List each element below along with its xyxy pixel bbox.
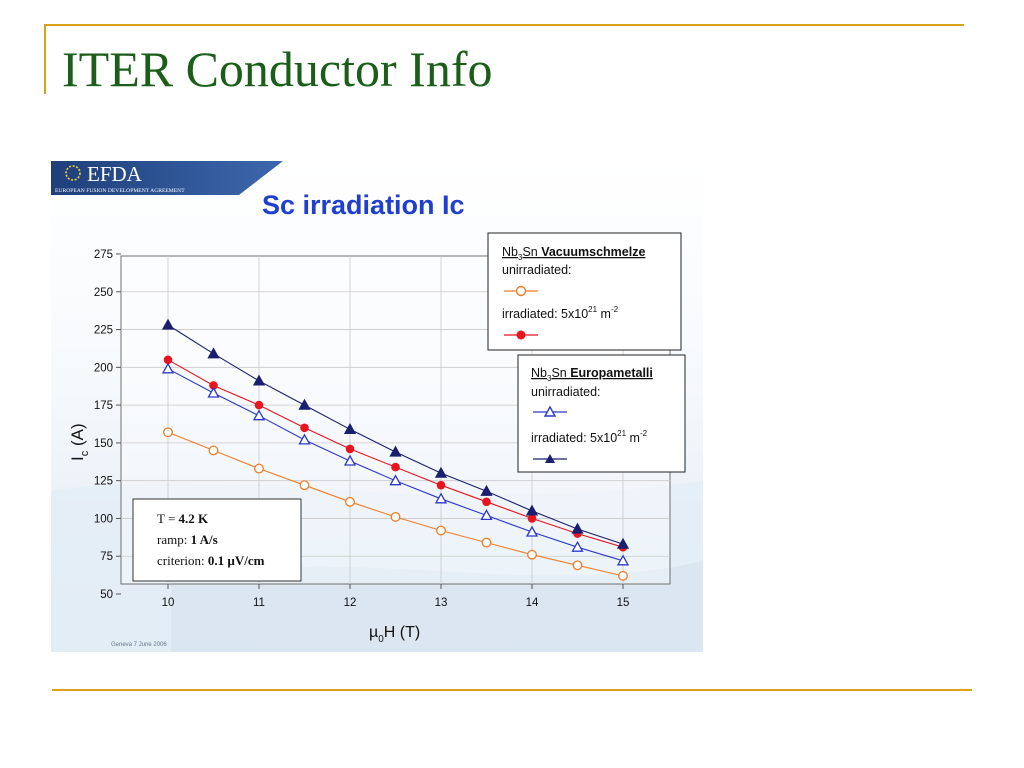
legend-vac-unirr-label: unirradiated:	[502, 263, 572, 277]
data-point	[572, 560, 583, 571]
criterion-note: criterion: 0.1 µV/cm	[157, 553, 265, 568]
data-point	[481, 537, 492, 548]
y-tick-label: 175	[94, 400, 113, 412]
data-point	[436, 525, 446, 536]
y-tick-label: 225	[94, 325, 113, 337]
x-tick-label: 12	[344, 597, 357, 609]
x-tick-label: 10	[162, 597, 175, 609]
data-point	[434, 492, 448, 504]
y-tick-label: 50	[100, 589, 113, 601]
data-point	[209, 381, 218, 390]
data-point	[252, 374, 266, 386]
data-point	[525, 525, 539, 537]
left-rule	[44, 24, 46, 94]
y-tick-label: 200	[94, 362, 113, 374]
data-point	[345, 444, 355, 454]
data-point	[299, 480, 310, 491]
data-point	[298, 433, 311, 445]
x-tick-label: 13	[435, 597, 448, 609]
data-point	[208, 445, 219, 456]
data-point	[434, 466, 448, 478]
data-point	[389, 445, 402, 457]
legend-euro-unirr-marker	[543, 405, 557, 417]
data-point	[207, 386, 220, 398]
efda-subtitle: EUROPEAN FUSION DEVELOPMENT AGREEMENT	[55, 188, 185, 194]
data-point	[390, 511, 401, 522]
x-tick-label: 11	[253, 597, 265, 609]
data-point	[571, 522, 584, 534]
data-point	[163, 427, 173, 438]
data-point	[527, 514, 537, 523]
x-tick-label: 14	[526, 597, 539, 609]
chart-figure: EFDA EUROPEAN FUSION DEVELOPMENT AGREEME…	[51, 161, 703, 652]
data-point	[343, 422, 357, 434]
data-point	[161, 318, 175, 330]
data-point	[527, 549, 537, 560]
legend-euro-irr-marker	[545, 454, 555, 463]
legend-euro-irr-label: irradiated: 5x1021 m-2	[531, 429, 648, 445]
efda-banner	[51, 161, 283, 195]
data-point	[436, 480, 446, 490]
data-point	[252, 409, 266, 421]
chart-title: Sc irradiation Ic	[262, 190, 465, 220]
y-axis-ticks: 50 75 100 125 150 175 200 225 250 275	[94, 249, 121, 601]
x-axis-label: µ0H (T)	[369, 624, 420, 645]
data-point	[480, 484, 493, 496]
slide-title: ITER Conductor Info	[62, 41, 493, 97]
data-point	[389, 474, 402, 486]
series-layer	[161, 318, 630, 581]
data-point	[300, 423, 309, 433]
legend-vac-irr-marker	[516, 330, 526, 340]
data-point	[525, 504, 539, 516]
y-tick-label: 75	[100, 551, 113, 563]
ramp-note: ramp: 1 A/s	[157, 532, 218, 547]
data-point	[207, 347, 220, 359]
legend-vac-title: Nb3Sn Vacuumschmelze	[502, 245, 645, 262]
data-point	[161, 362, 175, 374]
legend-euro-unirr-label: unirradiated:	[531, 385, 601, 399]
legend-vacuumschmelze: Nb3Sn Vacuumschmelze unirradiated: irrad…	[487, 232, 682, 351]
x-tick-label: 15	[617, 597, 630, 609]
top-rule	[44, 24, 964, 26]
y-tick-label: 100	[94, 513, 113, 525]
data-point	[616, 537, 630, 549]
data-point	[480, 509, 493, 521]
y-axis-label: Ic (A)	[68, 423, 91, 461]
legend-euro-title: Nb3Sn Europametalli	[531, 366, 653, 383]
chart-svg: EFDA EUROPEAN FUSION DEVELOPMENT AGREEME…	[51, 161, 703, 652]
data-point	[298, 398, 311, 410]
y-tick-label: 125	[94, 476, 113, 488]
temperature-note: T = 4.2 K	[157, 511, 209, 526]
legend-europametalli: Nb3Sn Europametalli unirradiated: irradi…	[517, 354, 686, 473]
data-point	[254, 463, 264, 474]
footer-text: Geneva 7 June 2006	[111, 642, 167, 648]
data-point	[163, 355, 173, 365]
efda-logo: EFDA	[87, 162, 143, 186]
data-point	[571, 540, 584, 552]
data-point	[616, 554, 630, 566]
y-tick-label: 275	[94, 249, 113, 261]
data-point	[254, 400, 264, 410]
legend-vac-unirr-marker	[515, 285, 527, 297]
data-point	[391, 462, 400, 472]
x-axis-ticks: 10 11 12 13 14 15	[162, 584, 630, 609]
data-point	[343, 454, 357, 466]
data-point	[618, 570, 628, 581]
legend-vac-irr-label: irradiated: 5x1021 m-2	[502, 305, 619, 321]
eu-stars-icon	[65, 165, 81, 181]
y-tick-label: 250	[94, 287, 113, 299]
y-tick-label: 150	[94, 438, 113, 450]
conditions-box: T = 4.2 K ramp: 1 A/s criterion: 0.1 µV/…	[132, 498, 302, 582]
bottom-rule	[52, 689, 972, 691]
data-point	[482, 497, 491, 507]
data-point	[345, 496, 355, 507]
